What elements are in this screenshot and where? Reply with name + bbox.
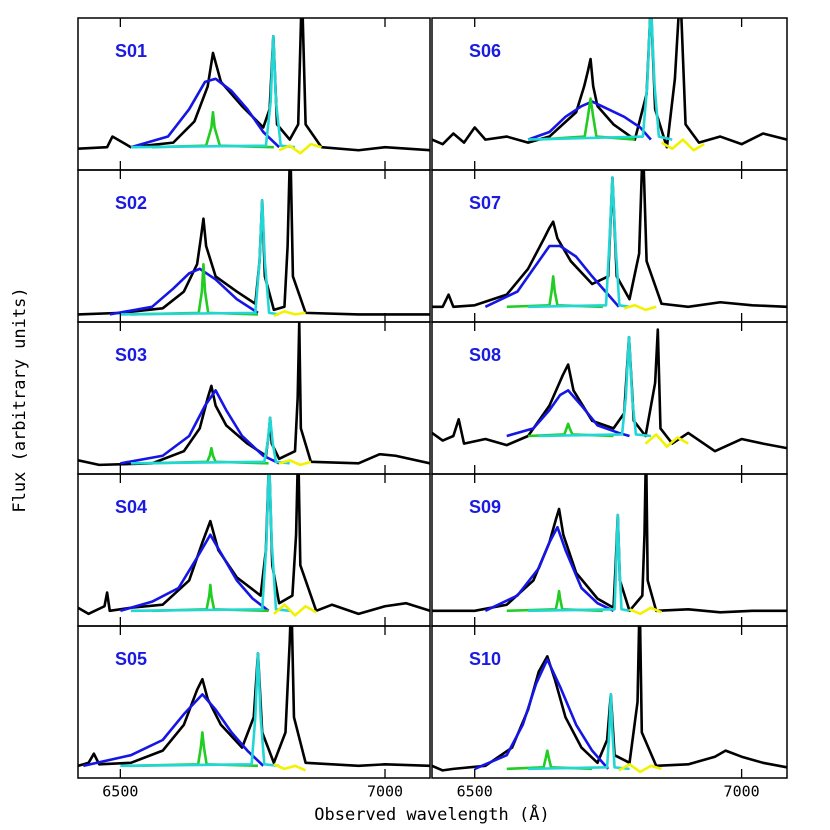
spectrum-line [119,533,270,613]
plot-area [78,18,430,155]
spectrum-line [130,34,296,149]
spectrum-line [273,603,317,617]
panel-title: S05 [115,649,147,669]
spectrum-line [78,322,430,467]
plot-area [432,170,787,312]
panel-title: S04 [115,497,147,517]
spectrum-line [130,474,290,613]
spectrum-line [78,474,430,616]
plot-area [432,18,787,152]
spectrum-line [528,176,630,309]
spectrum-line [506,749,593,771]
spectrum-line [528,693,630,771]
x-tick-label: 7000 [367,783,403,801]
spectrum-line [432,170,787,309]
spectrum-line [484,244,620,308]
plot-area [78,170,430,318]
spectrum-line [474,658,610,771]
spectrum-line [78,626,430,768]
spectrum-line [78,170,430,316]
spectrum-line [83,693,265,768]
spectrum-line [109,267,259,316]
spectrum-line [660,138,705,152]
spectrum-line [120,389,280,465]
panel-title: S02 [115,193,147,213]
x-tick-label: 6500 [102,783,138,801]
spectrum-line [506,389,630,438]
panel-title: S07 [469,193,501,213]
spectrum-line [120,199,280,316]
spectrum-line [644,433,689,448]
spectrum-line [432,328,787,453]
panel-title: S09 [469,497,501,517]
panel-title: S06 [469,41,501,61]
x-axis-label: Observed wavelength (Å) [314,803,549,825]
spectrum-line [130,77,281,149]
plot-area [78,626,430,772]
spectrum-line [623,303,657,312]
spectrum-line [629,606,663,616]
spectrum-line [538,335,652,438]
spectrum-line [130,731,259,768]
spectrum-line [484,525,615,612]
spectrum-line [528,18,673,141]
panel-title: S01 [115,41,147,61]
plot-area [432,474,787,616]
panel-title: S03 [115,345,147,365]
spectrum-line [432,474,787,614]
plot-area [432,626,787,774]
panel-frame [431,625,788,779]
spectrum-line [130,416,290,465]
x-tick-label: 7000 [724,783,760,801]
plot-area [432,328,787,453]
spectrum-line [273,763,307,772]
y-axis-label: Flux (arbitrary units) [10,287,30,512]
plot-area [78,474,430,617]
spectrum-line [278,459,312,467]
x-tick-label: 6500 [457,783,493,801]
spectrum-line [273,310,306,318]
spectrum-line [618,763,662,774]
panel-title: S08 [469,345,501,365]
spectrum-line [528,513,630,613]
spectrum-line [432,18,787,149]
panel-title: S10 [469,649,501,669]
panel-frame [77,625,431,779]
spectrum-line [120,652,280,768]
spectrum-line [278,142,322,155]
spectrum-line [78,18,430,152]
plot-area [78,322,430,467]
